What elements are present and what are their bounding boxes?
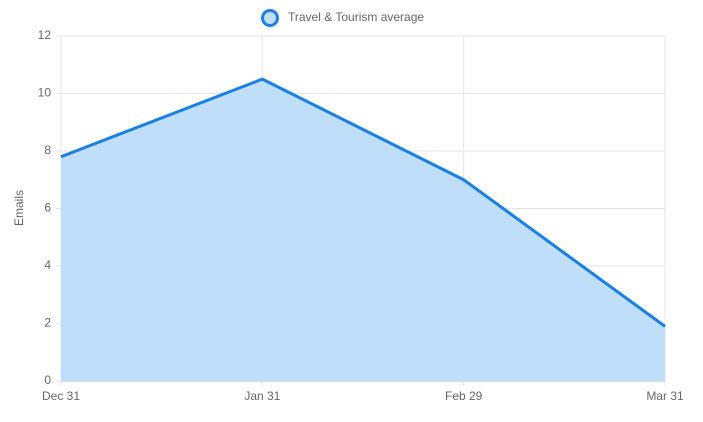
y-tick-label: 12 xyxy=(38,28,52,42)
area xyxy=(61,79,665,381)
y-tick-label: 8 xyxy=(44,143,51,157)
legend-label: Travel & Tourism average xyxy=(288,10,424,24)
y-tick-label: 2 xyxy=(44,316,51,330)
line xyxy=(60,77,666,328)
x-tick-label: Feb 29 xyxy=(445,389,483,403)
x-tick-label: Jan 31 xyxy=(244,389,280,403)
y-axis-label: Emails xyxy=(12,190,26,226)
x-tick-label: Dec 31 xyxy=(42,389,80,403)
legend-marker xyxy=(261,9,279,27)
y-tick-label: 0 xyxy=(44,373,51,387)
y-tick-label: 4 xyxy=(44,258,51,272)
y-tick-label: 6 xyxy=(44,201,51,215)
y-tick-label: 10 xyxy=(38,86,52,100)
x-tick-label: Mar 31 xyxy=(646,389,684,403)
